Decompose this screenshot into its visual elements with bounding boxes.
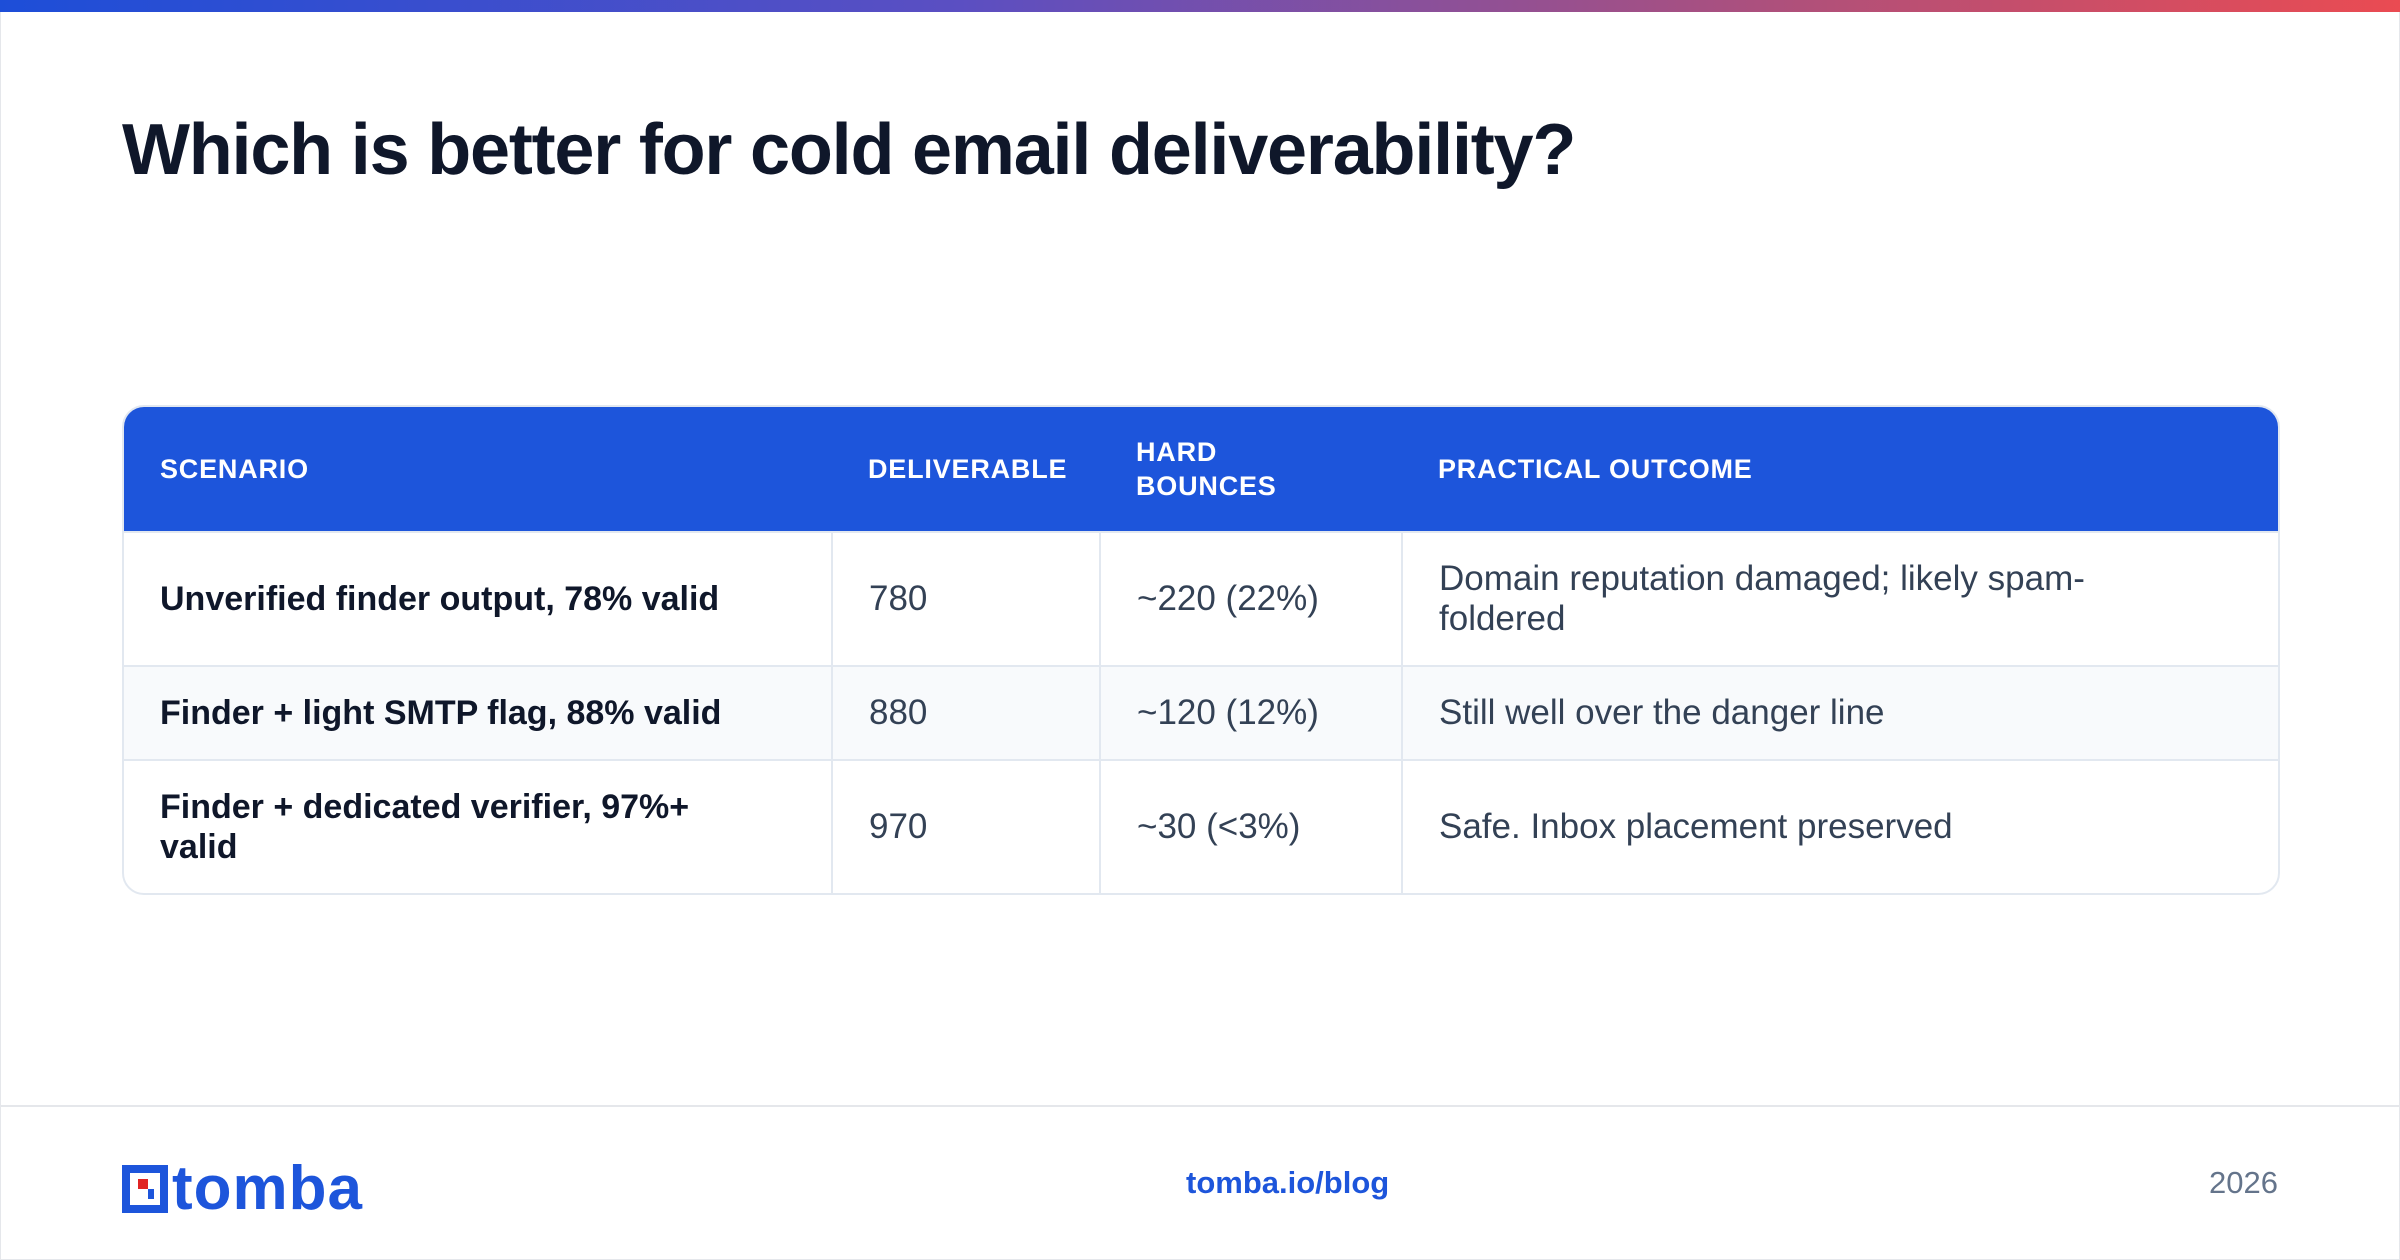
header-practical-outcome: PRACTICAL OUTCOME bbox=[1438, 454, 1753, 484]
tomba-logo-mark-icon bbox=[122, 1165, 168, 1213]
header-hard-bounces: HARD BOUNCES bbox=[1136, 437, 1277, 501]
cell-scenario: Finder + light SMTP flag, 88% valid bbox=[124, 665, 833, 760]
top-gradient-bar bbox=[0, 0, 2400, 12]
logo-wordmark: tomba bbox=[172, 1154, 363, 1223]
cell-scenario: Finder + dedicated verifier, 97%+ valid bbox=[124, 759, 833, 893]
cell-hard-bounces: ~220 (22%) bbox=[1100, 531, 1403, 666]
cell-outcome: Domain reputation damaged; likely spam-f… bbox=[1402, 531, 2278, 666]
comparison-table: SCENARIO DELIVERABLE HARD BOUNCES PRACTI… bbox=[124, 407, 2278, 893]
header-scenario: SCENARIO bbox=[160, 454, 309, 484]
blog-link[interactable]: tomba.io/blog bbox=[1186, 1165, 1390, 1200]
cell-outcome: Still well over the danger line bbox=[1402, 665, 2278, 760]
cell-outcome: Safe. Inbox placement preserved bbox=[1402, 759, 2278, 893]
cell-hard-bounces: ~120 (12%) bbox=[1100, 665, 1403, 760]
cell-deliverable: 880 bbox=[832, 665, 1101, 760]
tomba-logo[interactable]: tomba bbox=[122, 1158, 363, 1220]
cell-deliverable: 970 bbox=[832, 759, 1101, 893]
cell-deliverable: 780 bbox=[832, 531, 1101, 666]
comparison-table-card: SCENARIO DELIVERABLE HARD BOUNCES PRACTI… bbox=[122, 405, 2280, 895]
footer-year: 2026 bbox=[2209, 1165, 2278, 1200]
cell-scenario: Unverified finder output, 78% valid bbox=[124, 531, 833, 666]
footer-divider bbox=[0, 1105, 2400, 1107]
table-row: Finder + dedicated verifier, 97%+ valid … bbox=[124, 759, 2278, 893]
page-title: Which is better for cold email deliverab… bbox=[122, 110, 1576, 190]
cell-hard-bounces: ~30 (<3%) bbox=[1100, 759, 1403, 893]
table-row: Unverified finder output, 78% valid 780 … bbox=[124, 531, 2278, 666]
table-header-row: SCENARIO DELIVERABLE HARD BOUNCES PRACTI… bbox=[124, 407, 2278, 532]
header-deliverable: DELIVERABLE bbox=[868, 454, 1068, 484]
table-row: Finder + light SMTP flag, 88% valid 880 … bbox=[124, 665, 2278, 760]
